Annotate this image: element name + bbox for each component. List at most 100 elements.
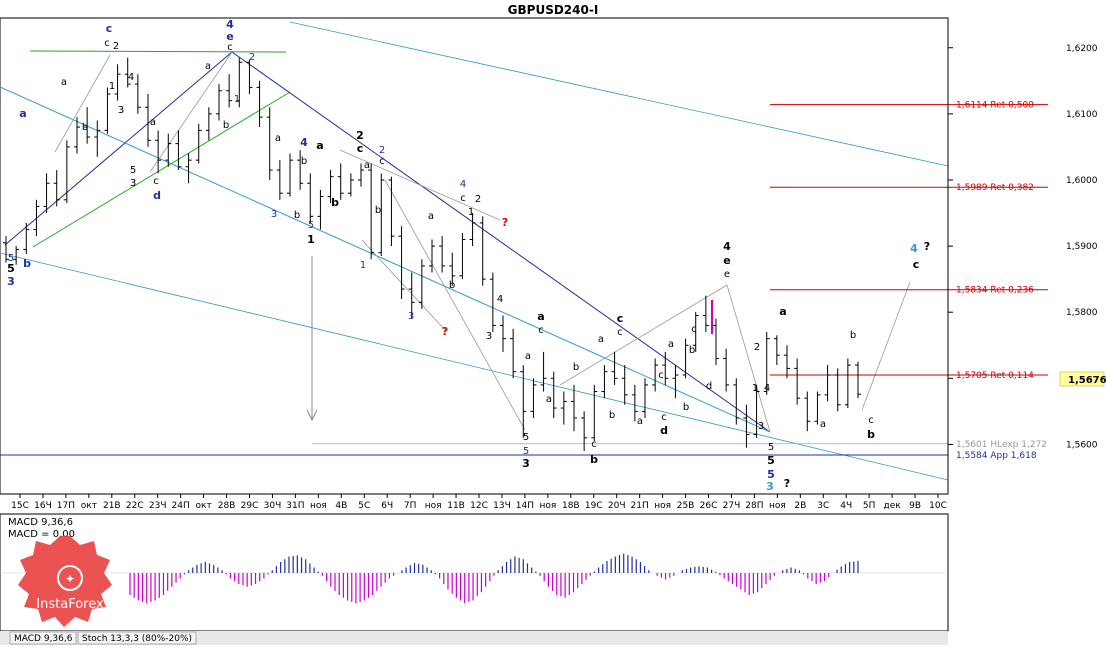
tab-stoch[interactable]: Stoch 13,3,3 (80%-20%) xyxy=(77,631,197,645)
x-tick-label: 28В xyxy=(218,501,236,511)
wave-label: c xyxy=(153,176,159,187)
wave-label: 5 xyxy=(768,442,774,453)
price-bar xyxy=(804,391,811,432)
price-bar xyxy=(134,74,141,114)
wave-label: 3 xyxy=(7,275,15,288)
x-tick-label: 22С xyxy=(126,501,144,511)
wave-label: 2 xyxy=(379,145,385,156)
x-tick-label: 23Ч xyxy=(149,501,167,511)
wave-label: 3 xyxy=(408,311,414,322)
tab-macd[interactable]: MACD 9,36,6 xyxy=(9,631,77,645)
tab-stoch-label: Stoch 13,3,3 (80%-20%) xyxy=(82,634,192,644)
wave-label: a xyxy=(546,394,552,405)
wave-label: b xyxy=(82,122,88,133)
x-tick-label: 5С xyxy=(358,501,370,511)
x-tick-label: ноя xyxy=(769,501,786,511)
price-bar xyxy=(692,312,699,352)
price-bar xyxy=(500,315,506,352)
price-bar xyxy=(287,153,293,197)
price-bar xyxy=(114,64,121,101)
wave-label: c xyxy=(691,324,697,335)
x-tick-label: 31П xyxy=(286,501,304,511)
x-tick-label: ноя xyxy=(310,501,327,511)
fib-label: 1,5989 Ret 0,382 xyxy=(956,183,1034,193)
wave-label: c xyxy=(868,415,874,426)
wave-label: 3 xyxy=(271,209,277,220)
price-bar xyxy=(479,216,486,286)
price-bar xyxy=(794,358,801,405)
x-tick-label: 26С xyxy=(700,501,718,511)
wave-label: d xyxy=(660,424,668,437)
macd-label: MACD 9,36,6 xyxy=(8,517,73,528)
wave-label: b xyxy=(689,345,695,356)
wave-label: c xyxy=(227,42,233,53)
wave-label: c xyxy=(106,22,113,35)
wave-label: c xyxy=(460,193,466,204)
wave-label: c xyxy=(357,142,364,155)
price-bar xyxy=(74,117,80,154)
wave-label: c xyxy=(617,327,623,338)
x-tick-label: 27Ч xyxy=(723,501,741,511)
wave-label: 1 xyxy=(752,383,758,394)
wave-label: 5 xyxy=(767,468,775,481)
x-tick-label: 28П xyxy=(745,501,763,511)
price-bar xyxy=(63,140,70,204)
wave-label: c xyxy=(104,38,110,49)
price-bar xyxy=(388,176,395,247)
svg-text:✦: ✦ xyxy=(65,572,75,586)
price-bar xyxy=(459,232,466,280)
price-bar xyxy=(743,404,750,448)
wave-label: c xyxy=(913,258,920,271)
price-bar xyxy=(844,358,851,409)
price-bar xyxy=(763,332,770,395)
price-bar xyxy=(23,222,30,255)
x-tick-label: 19С xyxy=(585,501,603,511)
fib-label: 1,5834 Ret 0,236 xyxy=(956,286,1034,296)
wave-label: 5 xyxy=(130,165,136,176)
current-price-label: 1,5676 xyxy=(1068,375,1106,386)
price-bar xyxy=(165,133,172,167)
x-tick-label: 15С xyxy=(11,501,29,511)
ext-label: 1,5584 App 1,618 xyxy=(956,451,1037,461)
x-tick-label: 2В xyxy=(794,501,806,511)
wave-label: c xyxy=(661,412,667,423)
wave-label: 4 xyxy=(910,242,918,255)
price-bar xyxy=(702,295,709,333)
wave-label: a xyxy=(779,305,786,318)
price-bar xyxy=(33,199,40,237)
x-tick-label: 3С xyxy=(817,501,829,511)
wave-label: 3 xyxy=(130,178,136,189)
x-tick-label: 13Ч xyxy=(493,501,511,511)
wave-label: b xyxy=(850,330,856,341)
wave-label: 2 xyxy=(356,129,364,142)
tab-macd-label: MACD 9,36,6 xyxy=(14,634,73,644)
ext-label: 1,5601 HLexp 1,272 xyxy=(956,440,1047,450)
price-bar xyxy=(855,361,861,399)
wave-label: ? xyxy=(502,216,508,229)
x-tick-label: 5П xyxy=(863,501,876,511)
wave-label: 3 xyxy=(758,421,764,432)
y-tick-label: 1,6200 xyxy=(1066,44,1098,54)
price-bar xyxy=(104,87,111,134)
x-tick-label: 20Ч xyxy=(608,501,626,511)
price-bar xyxy=(307,173,314,223)
x-tick-label: 4В xyxy=(335,501,347,511)
wave-label: b xyxy=(331,196,339,209)
x-tick-label: 17П xyxy=(57,501,75,511)
wave-label: a xyxy=(316,139,323,152)
price-bar xyxy=(195,123,202,164)
price-bar xyxy=(3,236,9,263)
wave-label: a xyxy=(150,117,156,128)
wave-label: 1 xyxy=(234,94,240,105)
wave-label: 4 xyxy=(226,18,234,31)
price-bar xyxy=(175,130,182,171)
x-tick-label: 29С xyxy=(241,501,259,511)
wave-label: e xyxy=(723,254,730,267)
wave-label: 5 xyxy=(523,446,529,457)
price-bar xyxy=(753,384,760,438)
wave-label: b xyxy=(573,362,579,373)
price-bar xyxy=(652,358,659,392)
x-tick-label: 24П xyxy=(172,501,190,511)
fib-label: 1,5705 Ret 0,114 xyxy=(956,371,1034,381)
